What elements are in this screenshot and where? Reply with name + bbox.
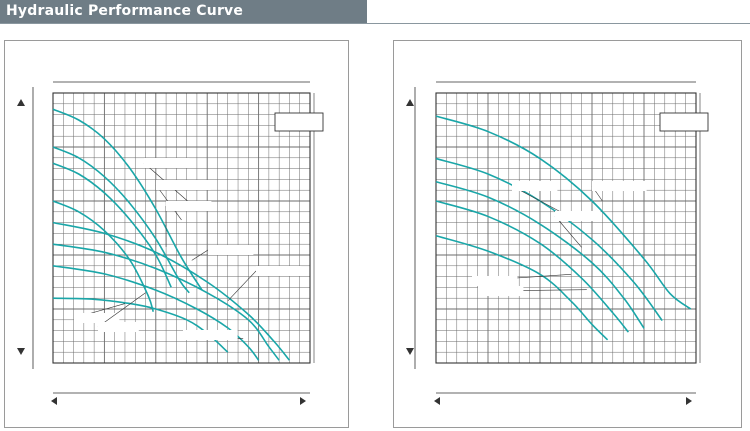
callout-label-bg xyxy=(478,286,524,296)
section-header: Hydraulic Performance Curve xyxy=(0,0,750,24)
axis-arrow-down-icon xyxy=(17,348,25,355)
pump-curve-100-30-15 xyxy=(52,162,172,288)
pump-curve-180-11-11 xyxy=(435,200,630,333)
pump-curve-300-7-11 xyxy=(52,297,229,353)
pump-curve-180-15-15 xyxy=(435,180,645,329)
chart-right xyxy=(406,81,709,405)
pump-curve-130-15-11 xyxy=(435,234,609,341)
pump-curve-250-11-15 xyxy=(52,265,260,361)
callout-label-bg xyxy=(592,181,647,191)
axis-arrow-right-icon xyxy=(300,397,306,405)
callout-label-bg xyxy=(166,201,212,211)
model-label-box xyxy=(274,112,324,132)
callout-label-bg xyxy=(472,276,518,286)
axis-arrow-left-icon xyxy=(51,397,57,405)
callout-leader-line xyxy=(191,249,209,261)
model-label-box xyxy=(659,112,709,132)
pump-curve-250-18-22 xyxy=(52,221,291,361)
callout-leader-line xyxy=(227,270,257,302)
callout-label-bg xyxy=(512,181,558,191)
axis-arrow-up-icon xyxy=(406,99,414,106)
axis-arrow-down-icon xyxy=(406,348,414,355)
pump-curve-100-35-18.5 xyxy=(52,146,190,294)
chart-panel-right xyxy=(393,40,742,428)
callout-label-bg xyxy=(183,330,238,340)
pump-curve-100-40-22 xyxy=(52,108,203,291)
callout-label-bg xyxy=(156,180,211,190)
callout-label-bg xyxy=(256,266,302,276)
axis-arrow-left-icon xyxy=(434,397,440,405)
axis-arrow-up-icon xyxy=(17,99,25,106)
callout-label-bg xyxy=(74,313,120,323)
axis-arrow-right-icon xyxy=(686,397,692,405)
callout-label-bg xyxy=(208,245,254,255)
callout-leader-line xyxy=(97,292,146,328)
plot-frame xyxy=(52,92,311,364)
callout-label-bg xyxy=(98,322,139,332)
pump-curve-250-15-18.5 xyxy=(52,243,280,361)
pump-curve-180-25-22 xyxy=(435,115,692,310)
chart-left xyxy=(17,81,324,405)
chart-panel-left xyxy=(4,40,349,428)
pump-curve-100-25-11 xyxy=(52,200,154,312)
header-divider xyxy=(0,23,750,24)
page-title: Hydraulic Performance Curve xyxy=(6,3,244,19)
callout-leader-line xyxy=(554,215,582,248)
plot-frame xyxy=(435,92,697,364)
callout-label-bg xyxy=(144,158,190,168)
header-bar: Hydraulic Performance Curve xyxy=(0,0,367,24)
callout-label-bg xyxy=(555,211,601,221)
